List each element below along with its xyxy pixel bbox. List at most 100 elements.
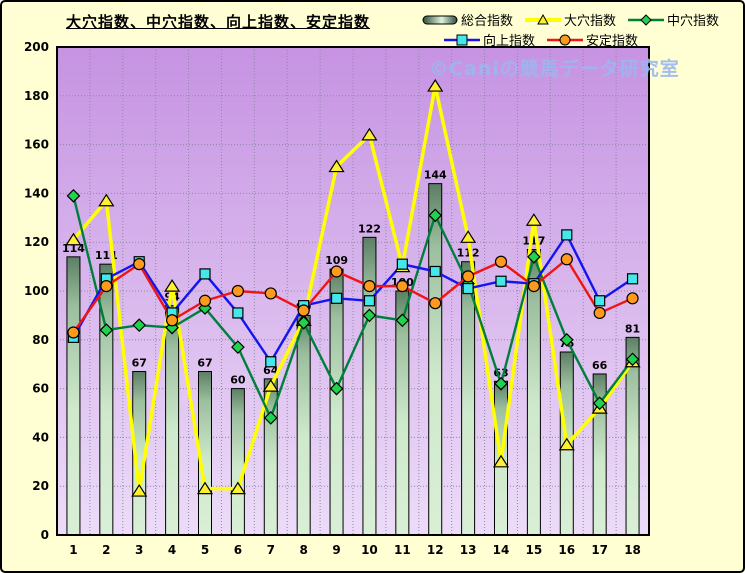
- bar-12: [428, 183, 443, 536]
- chart-legend: 総合指数 大穴指数 中穴指数 向上指数 安定指数: [422, 10, 719, 49]
- marker-antei-12: [429, 297, 442, 310]
- x-axis-tick-label: 9: [332, 543, 340, 557]
- marker-ooana-7: [262, 379, 279, 392]
- marker-chuuana-10: [362, 308, 377, 323]
- marker-antei-15: [527, 280, 540, 293]
- legend-label-antei: 安定指数: [586, 34, 639, 49]
- bar-4: [165, 305, 180, 536]
- marker-ooana-16: [558, 437, 575, 451]
- x-axis-tick-label: 15: [526, 543, 543, 557]
- legend-row-2: 向上指数 安定指数: [444, 30, 719, 49]
- marker-chuuana-12: [428, 208, 443, 223]
- legend-label-ooana: 大穴指数: [564, 14, 617, 29]
- marker-koujou-17: [594, 295, 606, 307]
- marker-ooana-4: [164, 279, 181, 292]
- x-axis-tick-label: 5: [201, 543, 209, 557]
- marker-chuuana-8: [296, 315, 311, 330]
- y-axis-tick-label: 0: [41, 528, 49, 542]
- marker-chuuana-18: [625, 352, 640, 367]
- x-axis-tick-label: 13: [460, 543, 477, 557]
- marker-koujou-18: [626, 273, 639, 285]
- y-axis-tick-label: 60: [32, 382, 49, 396]
- bar-2: [99, 263, 114, 536]
- marker-koujou-13: [462, 282, 474, 295]
- marker-antei-17: [593, 306, 606, 320]
- x-axis-tick-label: 14: [493, 543, 510, 557]
- marker-chuuana-15: [527, 249, 541, 264]
- x-axis-tick-label: 7: [267, 543, 275, 557]
- x-axis-tick-label: 1: [69, 543, 77, 557]
- plot-border: [56, 46, 650, 536]
- marker-chuuana-16: [559, 332, 574, 347]
- circle-marker-icon: [547, 33, 584, 47]
- legend-item-sougou: 総合指数: [422, 10, 513, 29]
- line-koujou: [72, 233, 634, 363]
- legend-label-chuuana: 中穴指数: [667, 14, 720, 29]
- bar-value-label: 112: [457, 247, 480, 260]
- marker-koujou-5: [199, 268, 211, 280]
- legend-row-1: 総合指数 大穴指数 中穴指数: [422, 10, 719, 29]
- marker-antei-16: [560, 253, 573, 266]
- chart-title: 大穴指数、中穴指数、向上指数、安定指数: [66, 13, 371, 31]
- watermark-text: ©Caniの競馬データ研究室: [429, 58, 680, 80]
- marker-ooana-1: [65, 232, 82, 246]
- y-axis-tick-label: 180: [24, 89, 49, 103]
- marker-antei-1: [67, 326, 80, 339]
- marker-antei-13: [462, 270, 475, 283]
- x-axis-tick-label: 18: [624, 543, 641, 557]
- bar-value-label: 60: [230, 374, 246, 387]
- bar-15: [526, 249, 541, 536]
- y-axis-tick-label: 120: [24, 235, 49, 249]
- marker-antei-3: [133, 258, 146, 271]
- marker-koujou-7: [265, 356, 277, 368]
- marker-ooana-2: [98, 193, 115, 207]
- marker-ooana-10: [361, 127, 378, 141]
- y-axis-tick-label: 40: [32, 430, 49, 444]
- y-axis-tick-label: 100: [24, 284, 49, 298]
- marker-chuuana-7: [263, 411, 278, 425]
- marker-chuuana-14: [494, 376, 508, 391]
- bar-11: [395, 290, 410, 536]
- marker-antei-11: [396, 280, 409, 293]
- marker-chuuana-17: [592, 396, 607, 411]
- bar-value-label: 122: [358, 222, 381, 235]
- marker-chuuana-1: [66, 188, 81, 203]
- y-axis-tick-label: 80: [32, 333, 49, 347]
- marker-ooana-12: [427, 78, 444, 92]
- marker-antei-14: [494, 255, 508, 268]
- bar-1: [66, 256, 81, 536]
- marker-ooana-13: [460, 230, 477, 243]
- marker-antei-6: [231, 284, 244, 298]
- x-axis-tick-label: 11: [394, 543, 411, 557]
- diamond-marker-icon: [628, 13, 665, 27]
- y-axis-tick-label: 20: [32, 479, 49, 493]
- marker-chuuana-3: [132, 318, 147, 333]
- legend-item-chuuana: 中穴指数: [628, 10, 719, 29]
- legend-item-ooana: 大穴指数: [525, 10, 616, 29]
- legend-item-koujou: 向上指数: [444, 30, 535, 49]
- marker-koujou-10: [363, 295, 376, 307]
- marker-ooana-6: [229, 481, 246, 495]
- x-axis-tick-label: 16: [558, 543, 575, 557]
- marker-chuuana-6: [231, 340, 245, 354]
- bar-value-label: 67: [197, 357, 212, 370]
- bar-swatch-icon: [422, 13, 458, 27]
- x-axis-tick-label: 2: [102, 543, 110, 557]
- bar-13: [461, 261, 476, 536]
- marker-chuuana-2: [99, 323, 114, 337]
- marker-antei-10: [363, 280, 376, 293]
- legend-label-koujou: 向上指数: [483, 34, 536, 49]
- marker-koujou-16: [561, 229, 573, 241]
- x-axis-tick-label: 17: [591, 543, 608, 557]
- bar-value-label: 144: [424, 169, 447, 182]
- bar-6: [230, 388, 245, 536]
- marker-koujou-9: [330, 292, 343, 304]
- marker-koujou-11: [396, 258, 408, 270]
- y-axis-tick-label: 200: [24, 40, 49, 54]
- marker-koujou-6: [232, 307, 244, 319]
- bar-value-label: 117: [522, 235, 545, 248]
- marker-ooana-5: [196, 481, 214, 495]
- marker-koujou-12: [429, 265, 441, 278]
- x-axis-tick-label: 6: [234, 543, 242, 557]
